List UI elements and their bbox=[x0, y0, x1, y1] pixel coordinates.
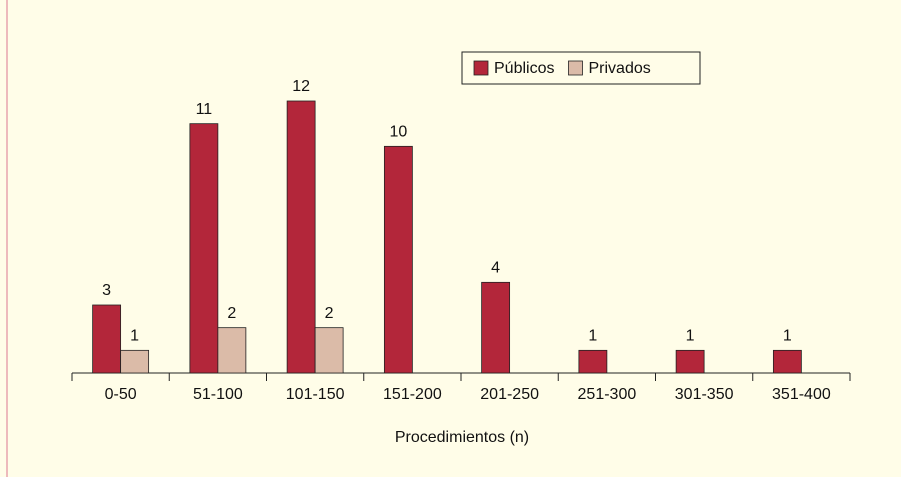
bar bbox=[675, 349, 705, 374]
bar bbox=[383, 145, 413, 374]
legend-swatch bbox=[568, 60, 583, 76]
bar bbox=[578, 349, 608, 374]
data-label: 12 bbox=[292, 78, 310, 95]
bar bbox=[314, 327, 344, 374]
data-label: 10 bbox=[389, 124, 407, 141]
bar bbox=[286, 100, 316, 374]
data-label: 1 bbox=[588, 328, 597, 345]
data-label: 1 bbox=[686, 328, 695, 345]
bar bbox=[189, 123, 219, 374]
data-label: 2 bbox=[227, 305, 236, 322]
x-tick-label: 351-400 bbox=[772, 386, 831, 403]
data-label: 3 bbox=[102, 282, 111, 299]
x-tick-label: 151-200 bbox=[383, 386, 442, 403]
x-tick-label: 101-150 bbox=[286, 386, 345, 403]
data-label: 2 bbox=[325, 305, 334, 322]
x-tick-label: 201-250 bbox=[480, 386, 539, 403]
data-label: 1 bbox=[130, 328, 139, 345]
bar bbox=[120, 349, 150, 374]
legend-label: Públicos bbox=[494, 60, 554, 77]
x-tick-label: 251-300 bbox=[578, 386, 637, 403]
bar bbox=[481, 281, 511, 374]
x-tick-label: 301-350 bbox=[675, 386, 734, 403]
bar bbox=[772, 349, 802, 374]
bar bbox=[92, 304, 122, 374]
data-label: 1 bbox=[783, 328, 792, 345]
data-label: 11 bbox=[196, 101, 213, 118]
bar bbox=[217, 327, 247, 374]
data-label: 4 bbox=[491, 260, 500, 277]
legend-label: Privados bbox=[588, 60, 650, 77]
legend-swatch bbox=[473, 60, 489, 76]
x-tick-label: 51-100 bbox=[193, 386, 243, 403]
x-axis-label: Procedimientos (n) bbox=[395, 429, 529, 446]
x-tick-label: 0-50 bbox=[105, 386, 137, 403]
